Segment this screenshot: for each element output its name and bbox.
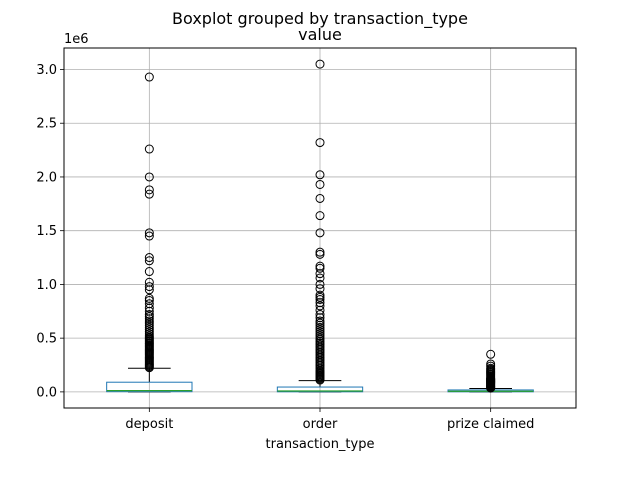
flier-point (144, 316, 154, 326)
flier-point (315, 179, 325, 189)
flier-point (144, 256, 154, 266)
flier-point (315, 325, 325, 335)
flier-point (315, 316, 325, 326)
flier-point (315, 263, 325, 273)
flier-point (144, 331, 154, 341)
boxes (106, 59, 534, 393)
box-iqr (106, 381, 193, 393)
flier-point (144, 189, 154, 199)
flier-point (144, 296, 154, 306)
y-offset-label: 1e6 (64, 32, 89, 47)
flier-point (144, 253, 154, 263)
x-axis-label: transaction_type (266, 437, 375, 452)
flier-point (315, 249, 325, 259)
flier-point (315, 273, 325, 283)
flier-point (315, 138, 325, 148)
chart-suptitle: Boxplot grouped by transaction_type (172, 9, 468, 29)
y-tick-label: 1.5 (36, 224, 57, 239)
flier-point (144, 267, 154, 277)
flier-point (144, 72, 154, 82)
flier-point (144, 312, 154, 322)
chart-title: value (298, 25, 342, 44)
flier-point (315, 284, 325, 294)
flier-point (144, 185, 154, 195)
flier-point (144, 310, 154, 320)
flier-point (144, 277, 154, 287)
flier-point (315, 247, 325, 257)
y-tick-label: 1.0 (36, 278, 57, 293)
y-tick-label: 0.5 (36, 332, 57, 347)
x-tick-label: prize claimed (447, 417, 534, 432)
flier-point (315, 59, 325, 69)
flier-point (486, 363, 496, 373)
flier-point (315, 294, 325, 304)
flier-point (144, 318, 154, 328)
flier-point (315, 292, 325, 302)
flier-point (315, 329, 325, 339)
flier-point (315, 290, 325, 300)
flier-point (315, 193, 325, 203)
flier-point (144, 172, 154, 182)
flier-point (144, 322, 154, 332)
flier-point (315, 318, 325, 328)
flier-point (144, 299, 154, 309)
flier-point (144, 325, 154, 335)
flier-point (144, 282, 154, 292)
flier-point (486, 359, 496, 369)
flier-point (315, 333, 325, 343)
flier-point (315, 327, 325, 337)
flier-point (486, 361, 496, 371)
y-tick-label: 0.0 (36, 385, 57, 400)
flier-point (315, 301, 325, 311)
flier-point (144, 320, 154, 330)
grid (64, 48, 576, 408)
flier-point (315, 211, 325, 221)
flier-point (315, 322, 325, 332)
flier-point (315, 279, 325, 289)
box-group-deposit (106, 72, 193, 393)
flier-point (315, 228, 325, 238)
box-group-prize-claimed (447, 349, 534, 393)
x-tick-label: order (303, 417, 338, 432)
flier-point (315, 310, 325, 320)
y-tick-label: 2.5 (36, 117, 57, 132)
flier-point (144, 293, 154, 303)
flier-point (315, 170, 325, 180)
x-tick-label: deposit (125, 417, 173, 432)
y-tick-label: 2.0 (36, 170, 57, 185)
ticks: 0.0 0.5 1.0 1.5 2.0 2.5 3.0 deposit order prize c… (36, 63, 534, 432)
flier-point (144, 327, 154, 337)
flier-point (144, 231, 154, 241)
flier-point (144, 228, 154, 238)
flier-point (144, 144, 154, 154)
box-iqr (276, 386, 364, 393)
flier-point (486, 349, 496, 359)
box-group-order (276, 59, 364, 393)
flier-point (315, 261, 325, 271)
flier-point (315, 331, 325, 341)
y-tick-label: 3.0 (36, 63, 57, 78)
flier-point (144, 329, 154, 339)
